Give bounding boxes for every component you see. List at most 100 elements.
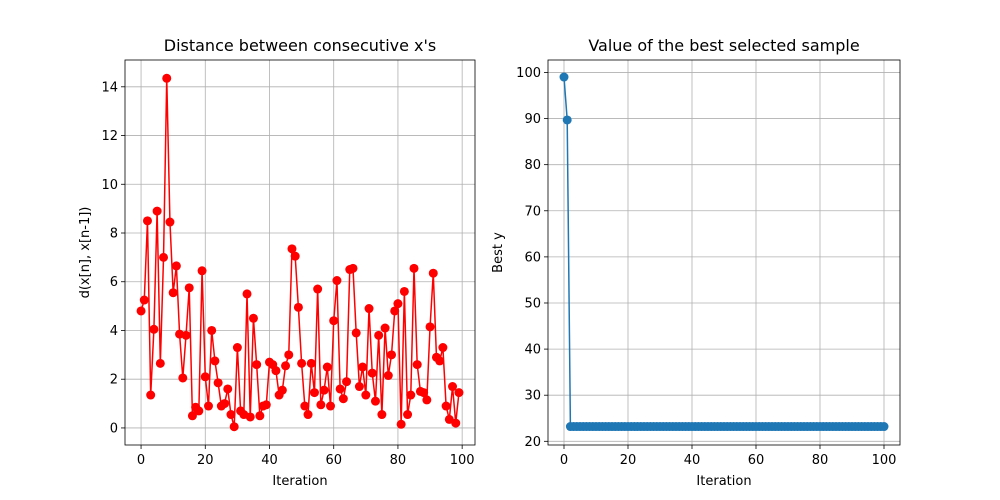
distance-series <box>136 73 464 432</box>
distance-data-point <box>303 410 313 420</box>
distance-data-point <box>210 356 220 366</box>
distance-data-point <box>332 276 342 286</box>
best-y-x-tick-label: 80 <box>812 453 829 468</box>
distance-data-point <box>255 411 265 421</box>
distance-data-point <box>338 394 348 404</box>
distance-data-point <box>162 73 172 83</box>
best-y-x-tick-label: 60 <box>748 453 765 468</box>
best-y-x-tick-label: 20 <box>620 453 637 468</box>
best-y-y-axis-label: Best y <box>491 232 506 273</box>
best-y-gridlines <box>548 60 900 445</box>
distance-data-point <box>146 390 156 400</box>
distance-x-tick-label: 20 <box>197 453 214 468</box>
best-y-y-tick-label: 50 <box>524 296 541 311</box>
distance-data-point <box>313 284 323 294</box>
distance-data-point <box>207 325 217 335</box>
distance-data-point <box>409 263 419 273</box>
distance-y-tick-label: 0 <box>110 421 118 436</box>
distance-data-point <box>248 313 258 323</box>
distance-axes-frame <box>124 59 476 446</box>
distance-data-point <box>425 322 435 332</box>
distance-data-point <box>342 377 352 387</box>
distance-data-point <box>306 358 316 368</box>
distance-data-point <box>252 360 262 370</box>
distance-data-point <box>370 396 380 406</box>
distance-data-point <box>322 362 332 372</box>
best-y-y-tick-label: 90 <box>524 112 541 127</box>
distance-data-point <box>203 401 213 411</box>
distance-data-point <box>297 358 307 368</box>
distance-data-point <box>367 368 377 378</box>
distance-data-point <box>242 289 252 299</box>
distance-data-point <box>290 251 300 261</box>
distance-series-line <box>140 78 460 427</box>
distance-data-point <box>226 410 236 420</box>
distance-data-point <box>348 263 358 273</box>
distance-data-point <box>354 382 364 392</box>
distance-x-tick-label: 0 <box>137 453 145 468</box>
distance-ticks: 0 20 40 60 80 100 0 2 4 6 8 10 12 14 <box>101 80 474 468</box>
distance-x-tick-label: 80 <box>390 453 407 468</box>
distance-data-point <box>329 316 339 326</box>
distance-data-point <box>422 395 432 405</box>
distance-data-point <box>406 390 416 400</box>
distance-data-point <box>261 400 271 410</box>
best-y-y-tick-label: 30 <box>524 389 541 404</box>
best-y-data-point <box>562 115 572 125</box>
distance-data-point <box>200 372 210 382</box>
best-y-y-tick-label: 100 <box>516 66 541 81</box>
distance-data-point <box>184 283 194 293</box>
distance-data-point <box>159 252 169 262</box>
distance-data-point <box>281 361 291 371</box>
distance-data-point <box>448 382 458 392</box>
distance-x-tick-label: 40 <box>261 453 278 468</box>
best-y-plot: 0 20 40 60 80 100 20 30 40 50 60 70 80 90 100 Value of… <box>491 36 901 489</box>
distance-x-tick-label: 100 <box>450 453 475 468</box>
distance-data-point <box>136 306 146 316</box>
distance-data-point <box>335 384 345 394</box>
distance-x-axis-label: Iteration <box>272 474 327 489</box>
distance-data-point <box>351 328 361 338</box>
distance-data-point <box>284 350 294 360</box>
distance-data-point <box>412 360 422 370</box>
best-y-x-tick-label: 40 <box>684 453 701 468</box>
distance-y-tick-label: 4 <box>110 324 118 339</box>
distance-data-point <box>428 268 438 278</box>
best-y-y-tick-label: 70 <box>524 204 541 219</box>
distance-data-point <box>309 388 319 398</box>
distance-data-point <box>364 304 374 314</box>
distance-y-tick-label: 12 <box>101 129 118 144</box>
distance-data-point <box>454 388 464 398</box>
distance-data-point <box>374 330 384 340</box>
distance-data-point <box>149 324 159 334</box>
distance-data-point <box>181 330 191 340</box>
distance-data-point <box>155 358 165 368</box>
distance-data-point <box>165 217 175 227</box>
distance-x-tick-label: 60 <box>325 453 342 468</box>
distance-data-point <box>390 306 400 316</box>
distance-data-point <box>300 401 310 411</box>
distance-y-axis-label: d(x[n], x[n-1]) <box>78 207 93 299</box>
distance-data-point <box>197 266 207 276</box>
best-y-x-tick-label: 0 <box>560 453 568 468</box>
best-y-ticks: 0 20 40 60 80 100 20 30 40 50 60 70 80 90 100 <box>516 66 896 468</box>
distance-data-point <box>178 373 188 383</box>
distance-data-point <box>358 362 368 372</box>
best-y-plot-title: Value of the best selected sample <box>588 36 859 55</box>
distance-data-point <box>316 400 326 410</box>
distance-y-tick-label: 2 <box>110 373 118 388</box>
distance-data-point <box>171 261 181 271</box>
distance-data-point <box>399 286 409 296</box>
distance-data-point <box>438 343 448 353</box>
distance-data-point <box>245 412 255 422</box>
distance-data-point <box>139 295 149 305</box>
distance-data-point <box>277 385 287 395</box>
distance-data-point <box>293 302 303 312</box>
distance-data-point <box>326 401 336 411</box>
distance-data-point <box>361 390 371 400</box>
distance-data-point <box>403 410 413 420</box>
distance-data-point <box>383 371 393 381</box>
distance-data-point <box>194 406 204 416</box>
distance-data-point <box>396 419 406 429</box>
distance-y-tick-label: 14 <box>101 80 118 95</box>
